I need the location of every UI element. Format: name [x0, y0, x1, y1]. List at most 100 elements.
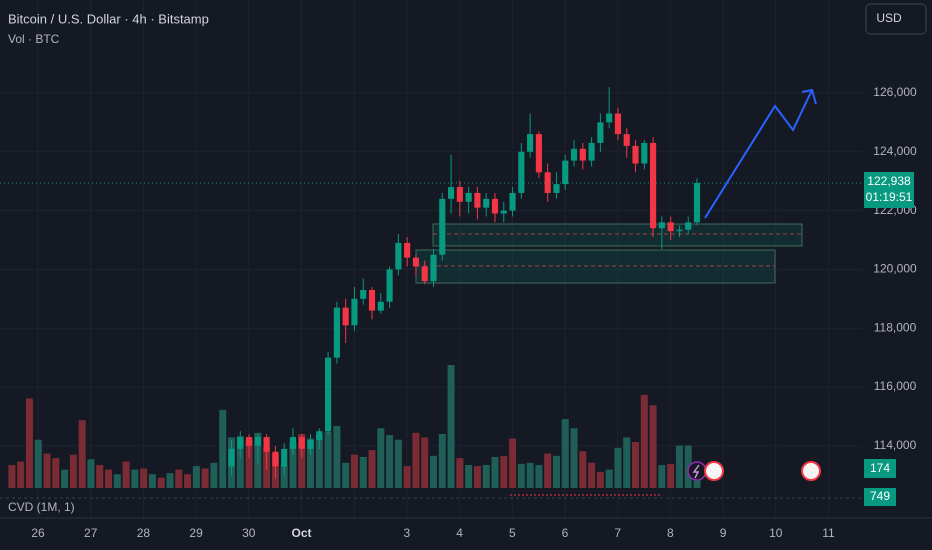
demand-zone [432, 223, 803, 247]
volume-bar [623, 437, 631, 488]
x-tick-label: 10 [769, 526, 783, 540]
volume-bar [78, 420, 86, 488]
event-icon[interactable] [801, 461, 821, 481]
volume-bar [52, 458, 60, 488]
arrow-head [801, 88, 817, 105]
currency: USD [876, 11, 902, 25]
volume-bar [17, 461, 25, 488]
candle-body [333, 307, 340, 358]
volume-pane [8, 365, 701, 488]
candle-body [421, 266, 428, 282]
event-icon[interactable] [687, 461, 707, 481]
volume-bar [368, 450, 376, 488]
x-tick-label: 8 [667, 526, 674, 540]
candle-body [658, 222, 665, 229]
y-tick-label: 124,000 [873, 144, 917, 158]
volume-bar [201, 468, 209, 488]
currency-button[interactable] [865, 3, 927, 35]
x-tick-label: 26 [31, 526, 45, 540]
candle-body [386, 269, 393, 302]
volume-bar [403, 466, 411, 488]
candle-body [597, 122, 604, 143]
last-price: 122,938 [867, 174, 911, 188]
candle-body [553, 184, 560, 193]
volume-bar [535, 465, 543, 488]
volume-bar [421, 437, 429, 488]
x-tick-label: 28 [137, 526, 151, 540]
candle-body [289, 437, 297, 449]
volume-bar [210, 462, 218, 488]
volume-bar [280, 465, 288, 488]
volume-bar [509, 438, 517, 488]
projection-arrow [704, 89, 813, 219]
volume-bar [307, 438, 315, 488]
volume-bar [588, 462, 596, 488]
axes: 114,000116,000118,000120,000122,000124,0… [31, 85, 917, 540]
volume-bar [87, 459, 95, 488]
volume-bar [105, 469, 113, 488]
candle-body [272, 451, 279, 467]
candle-body [447, 187, 455, 199]
event-bolt [692, 464, 700, 479]
volume-bar [342, 462, 350, 488]
x-tick-label: 30 [242, 526, 256, 540]
time-axis [0, 518, 932, 550]
volume-bar [140, 468, 148, 488]
y-tick-label: 114,000 [874, 438, 917, 452]
volume-bar [544, 453, 552, 488]
candle-body [228, 448, 235, 467]
volume-bar [667, 463, 675, 488]
volume-bar [43, 453, 51, 488]
x-tick-label: 6 [562, 526, 569, 540]
volume-bar [438, 433, 446, 488]
volume-bar [236, 436, 244, 488]
volume-bar [614, 447, 622, 488]
volume-bar [359, 456, 367, 488]
candle-body [307, 440, 314, 449]
volume-bar [333, 425, 341, 488]
candle-body [685, 222, 692, 230]
volume-bar [166, 473, 174, 488]
volume-bar [61, 469, 69, 488]
volume-bar [219, 409, 227, 488]
x-tick-label: Oct [291, 526, 311, 540]
volume-label: 174 [870, 461, 890, 475]
last-price-box [864, 172, 914, 208]
candle-body [544, 172, 551, 193]
candle-body [527, 134, 534, 152]
candle-body [298, 437, 305, 449]
volume-bar [500, 455, 508, 488]
candle-body [693, 183, 701, 223]
volume-bar [122, 461, 130, 488]
volume-bar [350, 454, 358, 488]
x-tick-label: 4 [456, 526, 463, 540]
event-icon[interactable] [704, 461, 724, 481]
y-tick-label: 126,000 [873, 85, 917, 99]
candle-body [667, 222, 674, 232]
candle-body [368, 290, 376, 311]
candle-body [254, 437, 261, 446]
volume-bar [482, 465, 490, 488]
candle-body [360, 290, 367, 299]
candle-body [562, 160, 569, 185]
volume-bar [456, 458, 464, 488]
candle-body [650, 142, 657, 229]
volume-bar [386, 435, 394, 488]
volume-bar [175, 469, 183, 488]
candle-body [676, 229, 683, 232]
volume-bar [96, 465, 104, 488]
volume-bar [658, 465, 666, 488]
x-tick-label: 7 [614, 526, 621, 540]
labels: 122,938 01:19:51 174 749 [864, 172, 914, 506]
candle-body [430, 254, 437, 282]
volume-bar [465, 465, 473, 488]
volume-bar [148, 474, 156, 488]
x-tick-label: 5 [509, 526, 516, 540]
volume-bar [394, 439, 402, 488]
volume-bar [131, 469, 139, 488]
volume-bar [192, 466, 200, 488]
volume-bar [684, 445, 692, 488]
countdown: 01:19:51 [866, 190, 913, 204]
volume-bar [447, 365, 455, 488]
